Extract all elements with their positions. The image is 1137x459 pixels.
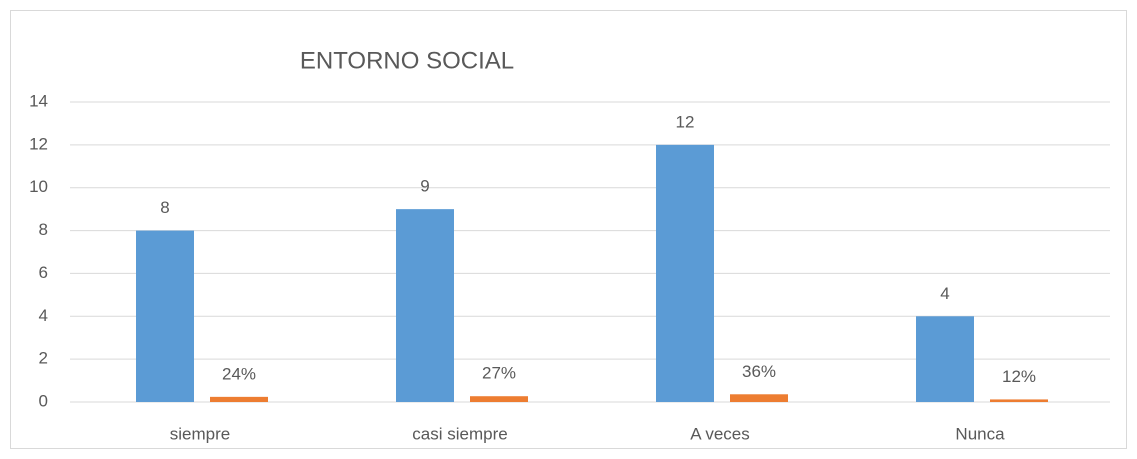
data-label: 36% bbox=[742, 362, 776, 381]
data-label: 12 bbox=[676, 112, 695, 131]
data-label: 27% bbox=[482, 364, 516, 383]
data-label: 9 bbox=[420, 177, 429, 196]
y-tick-label: 0 bbox=[39, 391, 48, 410]
bar bbox=[396, 209, 454, 402]
x-tick-label: siempre bbox=[170, 424, 230, 443]
data-label: 24% bbox=[222, 364, 256, 383]
bar bbox=[730, 394, 788, 402]
bar bbox=[916, 316, 974, 402]
data-label: 4 bbox=[940, 284, 949, 303]
bar bbox=[210, 396, 268, 402]
x-tick-label: A veces bbox=[690, 424, 750, 443]
data-label: 8 bbox=[160, 198, 169, 217]
x-tick-label: Nunca bbox=[955, 424, 1005, 443]
y-tick-label: 10 bbox=[29, 177, 48, 196]
bar bbox=[990, 399, 1048, 402]
y-tick-label: 6 bbox=[39, 263, 48, 282]
chart-title: ENTORNO SOCIAL bbox=[300, 47, 514, 74]
bar bbox=[136, 230, 194, 402]
y-tick-label: 12 bbox=[29, 134, 48, 153]
y-tick-label: 2 bbox=[39, 349, 48, 368]
x-tick-label: casi siempre bbox=[412, 424, 507, 443]
bar bbox=[656, 144, 714, 402]
y-tick-label: 4 bbox=[39, 306, 48, 325]
y-tick-label: 8 bbox=[39, 220, 48, 239]
data-label: 12% bbox=[1002, 367, 1036, 386]
y-tick-label: 14 bbox=[29, 91, 48, 110]
bar bbox=[470, 396, 528, 402]
